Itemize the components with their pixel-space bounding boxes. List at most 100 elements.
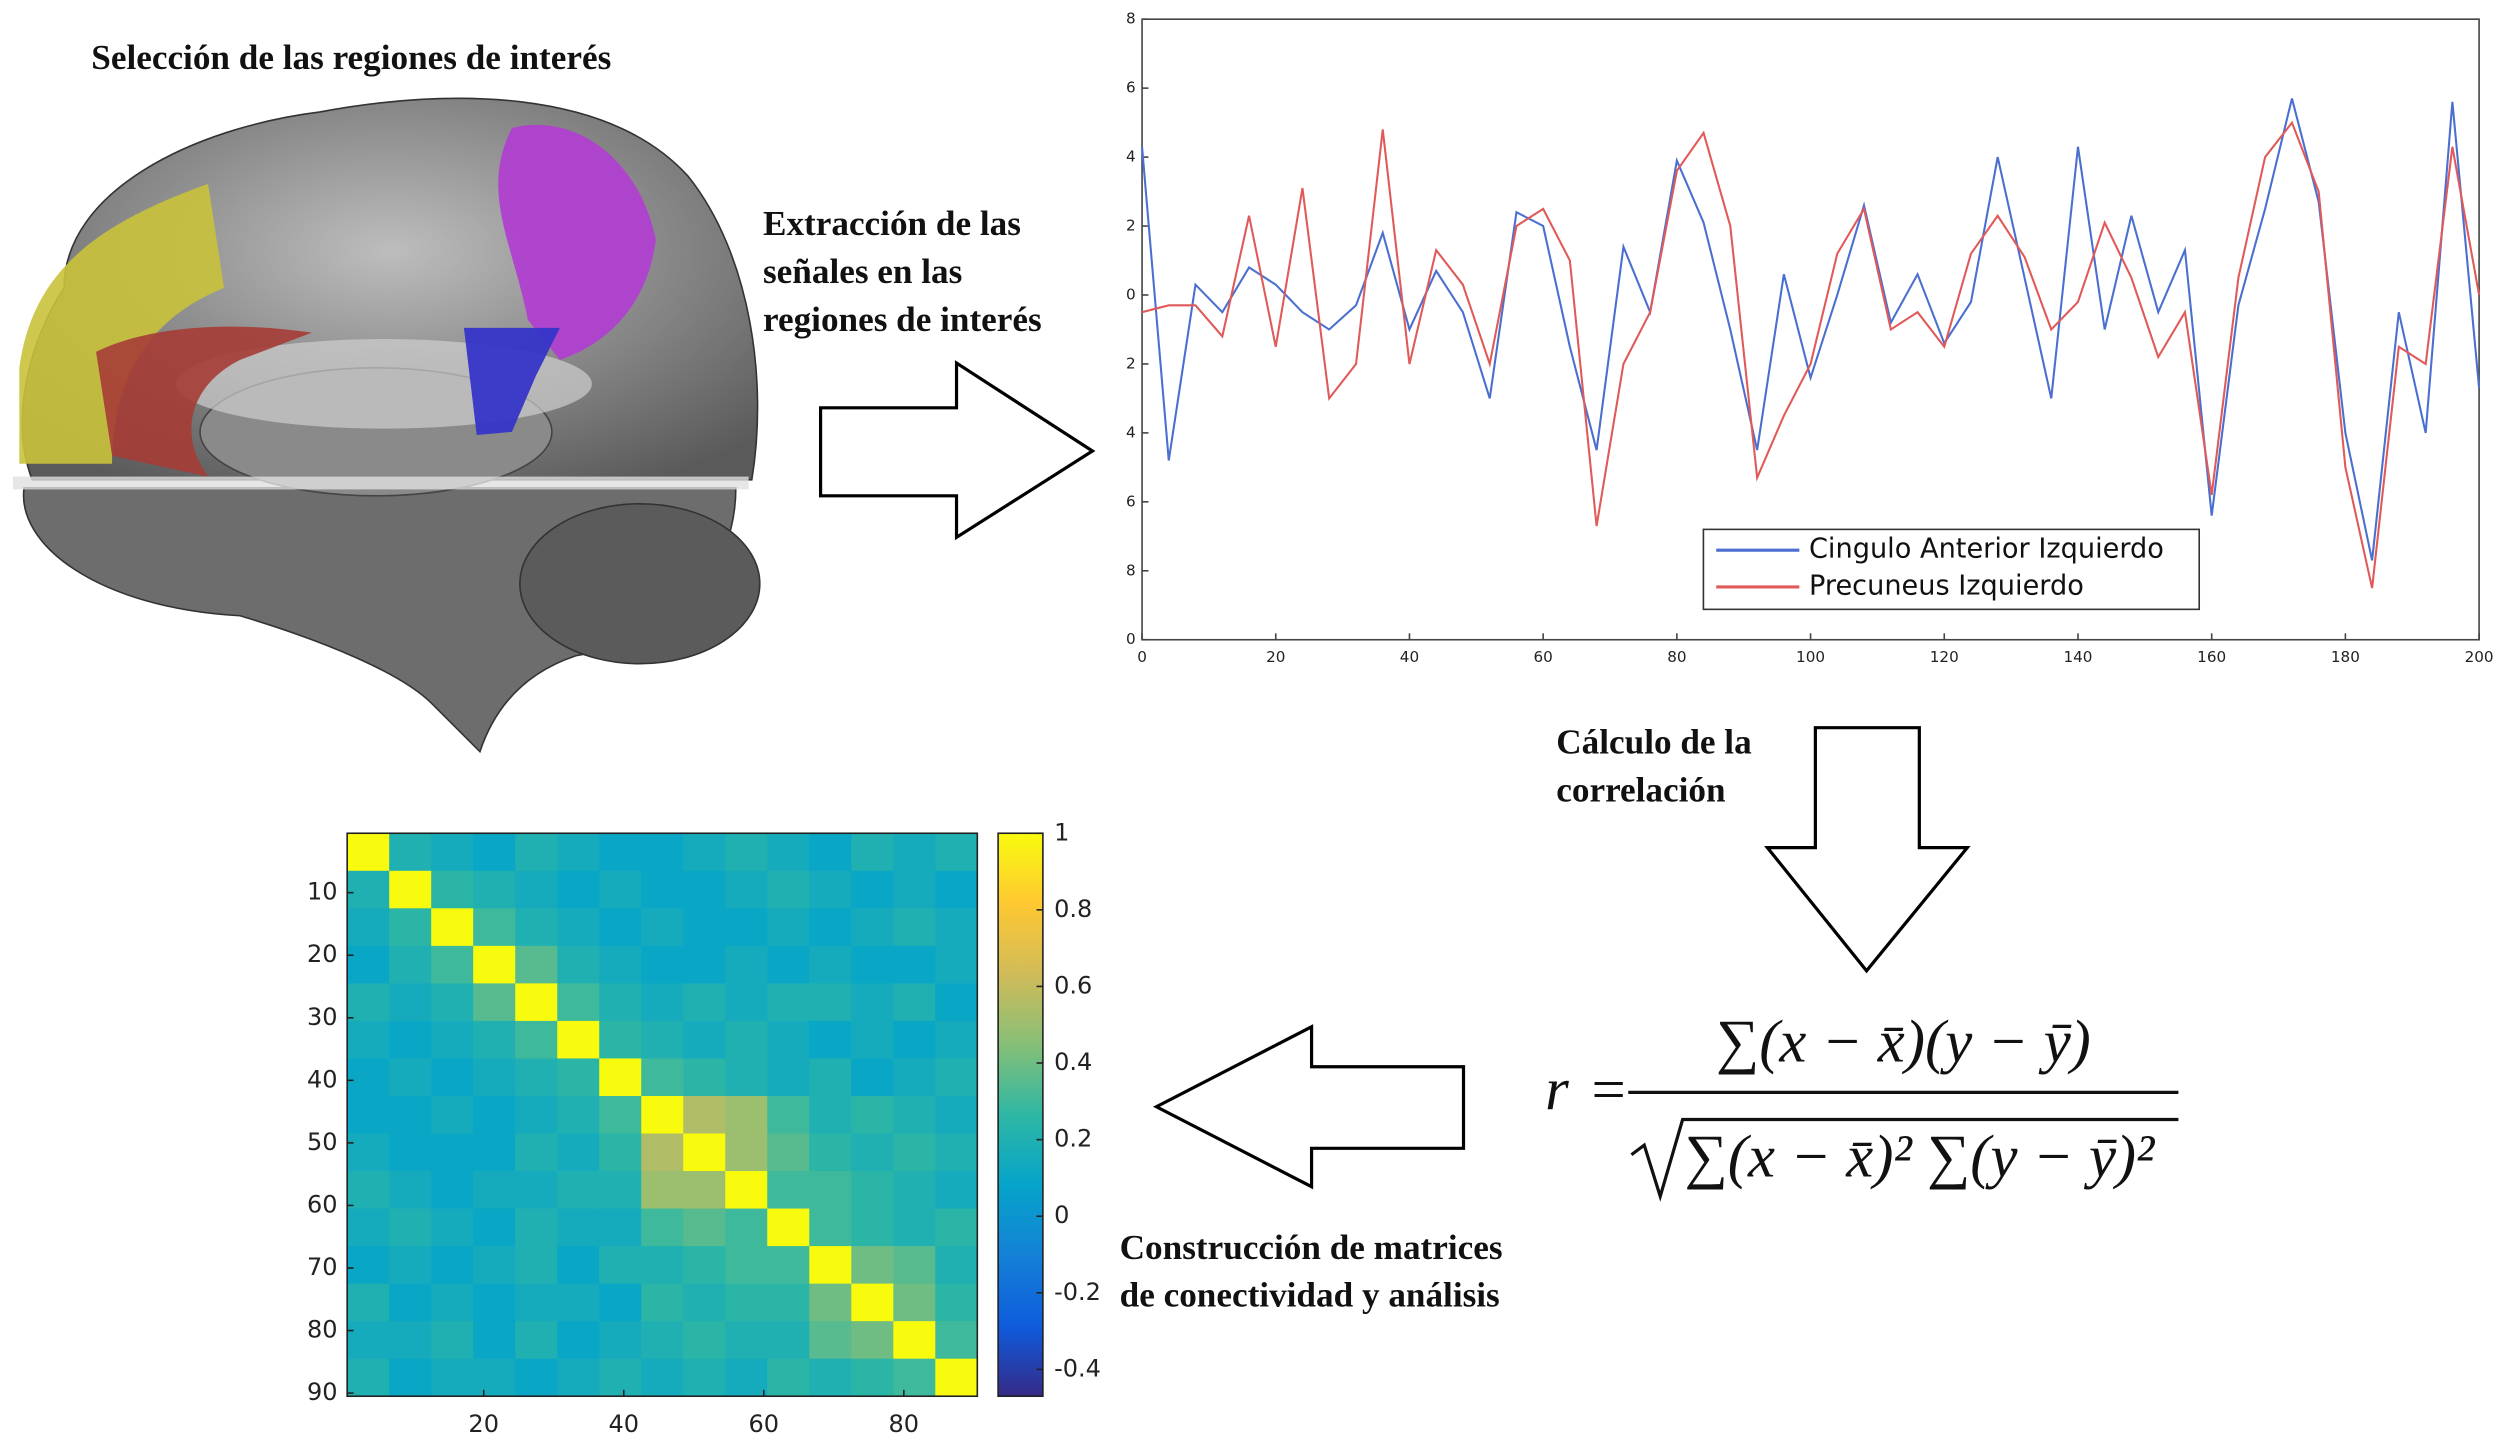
formula-numerator: ∑(x − x̄)(y − ȳ) bbox=[1716, 1009, 2091, 1076]
matrix-cell bbox=[935, 833, 978, 872]
colorbar-tick-label: 0.6 bbox=[1054, 971, 1092, 999]
matrix-cell bbox=[431, 1095, 474, 1134]
matrix-cell bbox=[809, 1208, 852, 1247]
matrix-cell bbox=[851, 833, 894, 872]
caption: Cálculo de la bbox=[1556, 722, 1752, 761]
matrix-cell bbox=[809, 833, 852, 872]
matrix-cell bbox=[725, 945, 768, 984]
matrix-cell bbox=[557, 1283, 600, 1322]
matrix-cell bbox=[767, 833, 810, 872]
matrix-cell bbox=[935, 1358, 978, 1397]
matrix-cell bbox=[851, 1020, 894, 1059]
x-tick-label: 140 bbox=[2063, 648, 2092, 666]
matrix-cell bbox=[473, 908, 516, 947]
matrix-cell bbox=[347, 1095, 390, 1134]
matrix-cell bbox=[809, 1171, 852, 1210]
matrix-cell bbox=[893, 1246, 936, 1285]
matrix-cell bbox=[725, 1095, 768, 1134]
matrix-cell bbox=[515, 983, 558, 1022]
matrix-cell bbox=[809, 1283, 852, 1322]
matrix-cell bbox=[347, 1358, 390, 1397]
matrix-cell bbox=[851, 1358, 894, 1397]
matrix-cell bbox=[725, 908, 768, 947]
x-tick-label: 40 bbox=[1400, 648, 1419, 666]
colorbar bbox=[997, 832, 1044, 1398]
matrix-cell bbox=[851, 1208, 894, 1247]
matrix-cell bbox=[683, 908, 726, 947]
matrix-cell bbox=[557, 870, 600, 909]
arrow-down bbox=[1764, 726, 1971, 974]
x-tick-label: 80 bbox=[889, 1410, 920, 1438]
matrix-cell bbox=[599, 1358, 642, 1397]
x-tick-label: 40 bbox=[608, 1410, 639, 1438]
matrix-cell bbox=[599, 833, 642, 872]
matrix-cell bbox=[851, 1133, 894, 1172]
y-tick-label: 10 bbox=[307, 878, 338, 906]
y-tick-label: 0 bbox=[1126, 630, 1136, 648]
matrix-cell bbox=[935, 908, 978, 947]
matrix-cell bbox=[557, 1358, 600, 1397]
matrix-cell bbox=[935, 1321, 978, 1360]
matrix-cell bbox=[557, 1020, 600, 1059]
matrix-cell bbox=[683, 1283, 726, 1322]
matrix-cell bbox=[347, 908, 390, 947]
matrix-cell bbox=[557, 1133, 600, 1172]
matrix-cell bbox=[935, 1246, 978, 1285]
matrix-cell bbox=[389, 1321, 432, 1360]
matrix-cell bbox=[557, 1321, 600, 1360]
y-tick-label: 4 bbox=[1126, 148, 1136, 166]
y-tick-label: 40 bbox=[307, 1065, 338, 1093]
matrix-cell bbox=[767, 870, 810, 909]
matrix-cell bbox=[683, 1133, 726, 1172]
matrix-cell bbox=[935, 1171, 978, 1210]
matrix-cell bbox=[473, 870, 516, 909]
matrix-cell bbox=[389, 1058, 432, 1097]
matrix-cell bbox=[515, 908, 558, 947]
matrix-cell bbox=[809, 1020, 852, 1059]
matrix-cell bbox=[599, 1208, 642, 1247]
matrix-cell bbox=[767, 908, 810, 947]
matrix-cell bbox=[389, 1358, 432, 1397]
matrix-cell bbox=[725, 1020, 768, 1059]
formula: r = ∑(x − x̄)(y − ȳ) ∑(x − x̄)² ∑(y − ȳ)… bbox=[1545, 1009, 2179, 1202]
matrix-cell bbox=[431, 1246, 474, 1285]
matrix-cell bbox=[809, 983, 852, 1022]
matrix-cell bbox=[515, 870, 558, 909]
matrix-cell bbox=[473, 833, 516, 872]
matrix-cell bbox=[431, 1321, 474, 1360]
matrix-cell bbox=[767, 983, 810, 1022]
matrix-cell bbox=[641, 1358, 684, 1397]
matrix-cell bbox=[893, 1321, 936, 1360]
matrix-cell bbox=[557, 1246, 600, 1285]
y-tick-label: 30 bbox=[307, 1003, 338, 1031]
matrix-cell bbox=[935, 1095, 978, 1134]
matrix-cell bbox=[515, 1208, 558, 1247]
matrix-cell bbox=[641, 945, 684, 984]
matrix-cell bbox=[389, 1133, 432, 1172]
x-tick-label: 60 bbox=[749, 1410, 780, 1438]
legend-box bbox=[1702, 528, 2201, 611]
y-tick-label: 8 bbox=[1126, 561, 1136, 579]
matrix-cell bbox=[851, 1246, 894, 1285]
matrix-cell bbox=[683, 1358, 726, 1397]
y-tick-label: 20 bbox=[307, 940, 338, 968]
colorbar-tick-label: 0 bbox=[1054, 1201, 1069, 1229]
matrix-cell bbox=[515, 1095, 558, 1134]
matrix-cell bbox=[599, 1133, 642, 1172]
y-tick-label: 90 bbox=[307, 1378, 338, 1406]
caption: Extracción de las bbox=[763, 204, 1021, 243]
matrix-cell bbox=[515, 945, 558, 984]
matrix-cell bbox=[851, 1095, 894, 1134]
legend-label: Cingulo Anterior Izquierdo bbox=[1809, 534, 2164, 565]
matrix-cell bbox=[599, 870, 642, 909]
matrix-cell bbox=[347, 983, 390, 1022]
caption: señales en las bbox=[763, 252, 962, 291]
matrix-cell bbox=[851, 1058, 894, 1097]
matrix-cell bbox=[809, 1321, 852, 1360]
matrix-cell bbox=[473, 1321, 516, 1360]
y-tick-label: 2 bbox=[1126, 354, 1136, 372]
matrix-cell bbox=[767, 1020, 810, 1059]
formula-lhs: r bbox=[1545, 1056, 1569, 1123]
x-tick-label: 180 bbox=[2331, 648, 2360, 666]
matrix-cell bbox=[431, 1133, 474, 1172]
